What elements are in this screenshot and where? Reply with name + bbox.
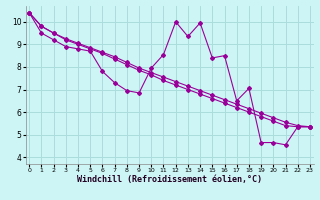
X-axis label: Windchill (Refroidissement éolien,°C): Windchill (Refroidissement éolien,°C) (77, 175, 262, 184)
